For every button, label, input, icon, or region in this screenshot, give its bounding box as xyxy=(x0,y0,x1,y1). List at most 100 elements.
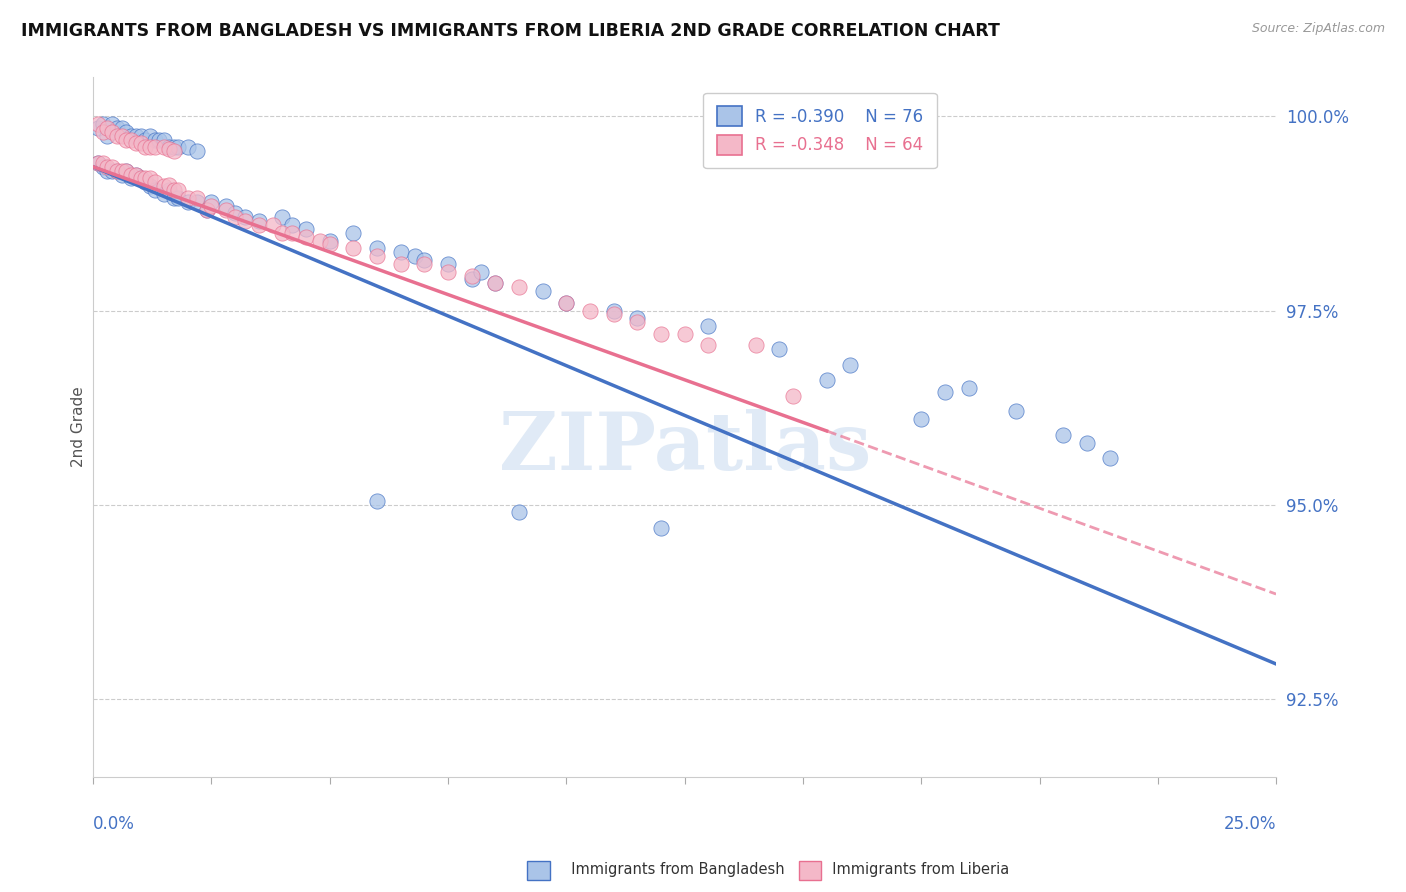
Point xyxy=(186,194,208,209)
Point xyxy=(162,145,184,159)
Point xyxy=(413,252,436,267)
Point xyxy=(143,132,166,146)
Point xyxy=(87,156,110,170)
Point xyxy=(87,117,110,131)
Point xyxy=(1005,404,1028,418)
Point xyxy=(744,338,766,352)
Point xyxy=(125,136,148,151)
Point xyxy=(153,179,176,194)
Point xyxy=(186,191,208,205)
Y-axis label: 2nd Grade: 2nd Grade xyxy=(72,386,86,467)
Point xyxy=(120,168,142,182)
Point xyxy=(555,295,578,310)
Point xyxy=(1099,451,1122,466)
Point xyxy=(626,315,648,329)
Point xyxy=(484,277,506,291)
Point xyxy=(262,218,284,232)
Point xyxy=(134,171,156,186)
Point xyxy=(96,120,118,135)
Point xyxy=(531,284,554,298)
Point xyxy=(105,163,128,178)
Point xyxy=(1076,435,1098,450)
Point xyxy=(602,303,624,318)
Point xyxy=(125,168,148,182)
Point xyxy=(815,373,838,387)
Point xyxy=(579,303,602,318)
Point xyxy=(110,168,132,182)
Point xyxy=(139,128,162,143)
Legend: R = -0.390    N = 76, R = -0.348    N = 64: R = -0.390 N = 76, R = -0.348 N = 64 xyxy=(703,93,936,169)
Point xyxy=(139,140,162,154)
Point xyxy=(470,265,492,279)
Point xyxy=(626,311,648,326)
Point xyxy=(281,226,304,240)
Point xyxy=(91,117,114,131)
Point xyxy=(200,199,222,213)
Point xyxy=(224,206,246,220)
Point xyxy=(167,140,190,154)
Point xyxy=(120,132,142,146)
Point xyxy=(461,272,484,286)
Point xyxy=(233,214,256,228)
Text: ZIPatlas: ZIPatlas xyxy=(499,409,870,487)
Text: 0.0%: 0.0% xyxy=(93,815,135,833)
Point xyxy=(195,202,218,217)
Point xyxy=(101,163,124,178)
Point xyxy=(96,160,118,174)
Point xyxy=(120,128,142,143)
Point xyxy=(508,506,530,520)
Point xyxy=(508,280,530,294)
Point xyxy=(673,326,696,341)
Point xyxy=(342,241,364,255)
Point xyxy=(650,521,672,535)
Point xyxy=(782,389,804,403)
Point xyxy=(271,211,294,225)
Point xyxy=(96,163,118,178)
Point xyxy=(233,211,256,225)
Point xyxy=(143,183,166,197)
Point xyxy=(139,171,162,186)
Point xyxy=(153,140,176,154)
Point xyxy=(148,132,170,146)
Point xyxy=(134,132,156,146)
Point xyxy=(366,249,388,263)
Point xyxy=(129,171,152,186)
Point xyxy=(910,412,932,426)
Point xyxy=(697,338,720,352)
Point xyxy=(91,160,114,174)
Point xyxy=(125,168,148,182)
Point xyxy=(934,385,956,400)
Point xyxy=(200,194,222,209)
Point xyxy=(215,199,238,213)
Point xyxy=(101,117,124,131)
Point xyxy=(413,257,436,271)
Point xyxy=(697,319,720,334)
Point xyxy=(768,343,790,357)
Point xyxy=(91,125,114,139)
Point xyxy=(157,178,180,192)
Point xyxy=(162,140,184,154)
Text: 25.0%: 25.0% xyxy=(1223,815,1277,833)
Point xyxy=(309,234,332,248)
Point xyxy=(115,125,138,139)
Point xyxy=(295,222,318,236)
Point xyxy=(650,326,672,341)
Point xyxy=(177,194,200,209)
Point xyxy=(177,191,200,205)
Point xyxy=(115,163,138,178)
Point xyxy=(129,136,152,151)
Point xyxy=(87,120,110,135)
Point xyxy=(177,140,200,154)
Point xyxy=(143,175,166,189)
Point xyxy=(115,132,138,146)
Point xyxy=(157,183,180,197)
Point xyxy=(96,128,118,143)
Point xyxy=(555,295,578,310)
Point xyxy=(1052,427,1074,442)
Point xyxy=(957,381,980,395)
Point xyxy=(101,160,124,174)
Point xyxy=(143,140,166,154)
Point xyxy=(602,307,624,321)
Point xyxy=(461,268,484,283)
Point xyxy=(437,265,460,279)
